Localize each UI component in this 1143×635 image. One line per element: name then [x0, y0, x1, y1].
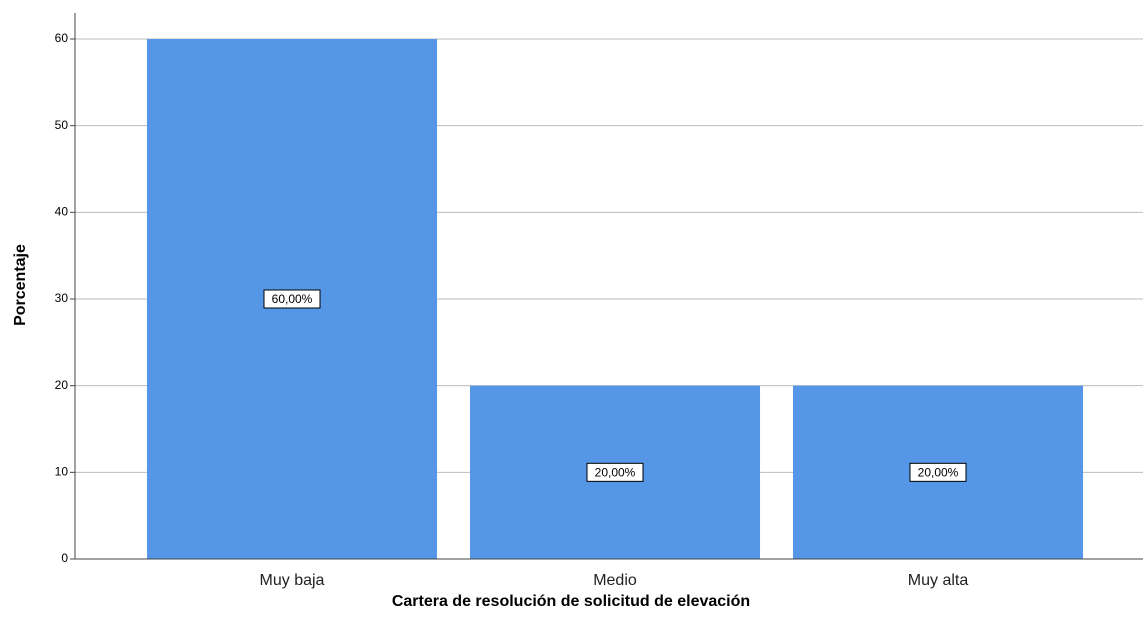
y-tick-label: 40	[55, 205, 69, 219]
y-tick-label: 60	[55, 31, 69, 45]
x-tick-label: Medio	[593, 572, 637, 589]
value-label: 20,00%	[918, 466, 959, 480]
y-tick-label: 20	[55, 378, 69, 392]
value-label-box	[909, 462, 967, 482]
value-label-box	[263, 289, 321, 309]
y-tick-label: 0	[61, 551, 68, 565]
y-axis-title: Porcentaje	[12, 244, 29, 326]
x-tick-label: Muy alta	[908, 572, 969, 589]
y-tick-label: 30	[55, 291, 69, 305]
y-tick-label: 50	[55, 118, 69, 132]
x-axis-title: Cartera de resolución de solicitud de el…	[392, 593, 750, 610]
value-label: 60,00%	[272, 292, 313, 306]
value-label: 20,00%	[595, 466, 636, 480]
value-label-box	[586, 462, 644, 482]
y-tick-label: 10	[55, 465, 69, 479]
x-tick-label: Muy baja	[260, 572, 325, 589]
